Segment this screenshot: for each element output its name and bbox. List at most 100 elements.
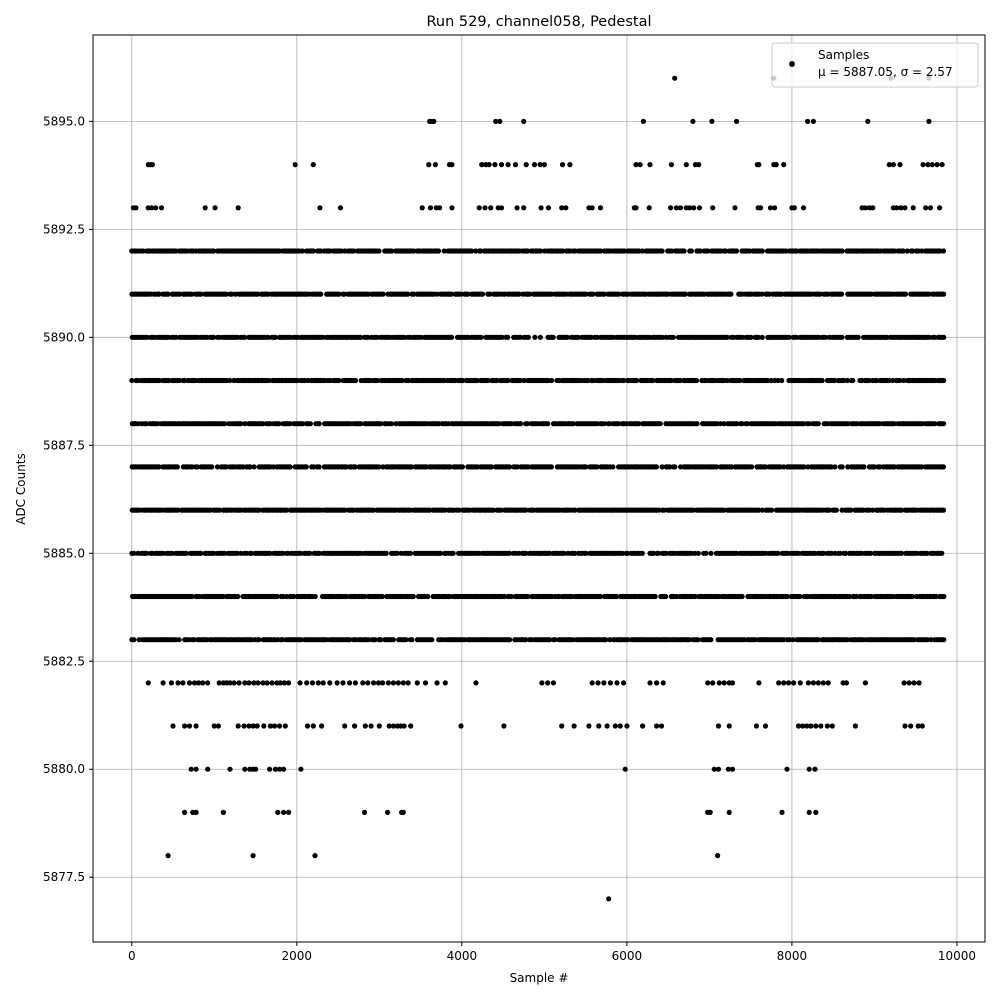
- data-point: [915, 723, 921, 729]
- data-point: [723, 248, 729, 254]
- data-point: [365, 291, 371, 297]
- data-point: [200, 680, 206, 686]
- data-point: [871, 464, 878, 470]
- data-point: [260, 680, 266, 686]
- data-point: [941, 377, 947, 384]
- data-point: [724, 334, 731, 340]
- data-point: [570, 421, 577, 427]
- data-point: [842, 550, 849, 556]
- data-point: [189, 291, 195, 297]
- data-point: [781, 680, 787, 686]
- data-point: [891, 421, 897, 427]
- data-point: [779, 377, 785, 384]
- data-point: [292, 162, 298, 168]
- data-point: [277, 680, 283, 686]
- data-point: [376, 723, 382, 729]
- data-point: [826, 507, 832, 513]
- data-point: [805, 680, 812, 686]
- data-point: [196, 680, 202, 686]
- data-point: [505, 162, 511, 168]
- data-point: [389, 248, 395, 254]
- data-point: [598, 248, 604, 254]
- data-point: [603, 637, 609, 643]
- data-point: [276, 723, 283, 729]
- data-point: [281, 766, 287, 772]
- data-point: [732, 205, 738, 211]
- data-point: [281, 680, 287, 686]
- data-point: [537, 334, 543, 340]
- y-axis-ticks: 5877.5 5880.0 5882.5 5885.0 5887.5 5890.0 5892…: [43, 114, 93, 884]
- data-point: [619, 550, 625, 556]
- data-point: [661, 507, 667, 513]
- data-point: [290, 593, 297, 600]
- data-point: [320, 334, 326, 340]
- data-point: [189, 464, 195, 470]
- data-point: [561, 550, 567, 556]
- data-point: [721, 421, 727, 427]
- data-point: [343, 593, 350, 600]
- data-point: [929, 162, 935, 168]
- data-point: [755, 507, 762, 513]
- data-point: [365, 680, 371, 686]
- data-point: [625, 637, 631, 643]
- data-point: [729, 766, 736, 772]
- data-point: [607, 680, 614, 686]
- data-point: [241, 334, 248, 340]
- data-point: [198, 550, 204, 556]
- data-point: [759, 507, 765, 513]
- data-point: [615, 421, 622, 427]
- data-point: [516, 291, 522, 297]
- data-point: [939, 162, 945, 168]
- data-point: [361, 593, 368, 600]
- data-point: [939, 550, 945, 556]
- data-point: [458, 723, 464, 729]
- data-point: [166, 377, 172, 384]
- data-point: [756, 680, 762, 686]
- data-point: [621, 680, 627, 686]
- data-point: [564, 334, 571, 340]
- data-point: [434, 680, 440, 686]
- data-point: [474, 377, 480, 384]
- data-point: [507, 637, 513, 643]
- data-point: [449, 205, 455, 211]
- data-point: [705, 248, 711, 254]
- data-point: [394, 550, 400, 556]
- data-point: [531, 162, 538, 168]
- data-point: [941, 637, 947, 643]
- data-point: [256, 507, 262, 513]
- data-point: [525, 334, 531, 340]
- data-point: [447, 464, 453, 470]
- data-point: [659, 248, 665, 254]
- data-point: [601, 291, 607, 297]
- data-point: [729, 680, 736, 686]
- data-point: [617, 723, 623, 729]
- data-point: [594, 464, 600, 470]
- data-point: [828, 464, 834, 470]
- data-point: [211, 723, 217, 729]
- data-point: [868, 291, 875, 297]
- data-point: [614, 593, 620, 600]
- data-point: [448, 291, 455, 297]
- data-point: [317, 205, 323, 211]
- data-point: [251, 464, 257, 470]
- data-point: [193, 809, 199, 816]
- data-point: [236, 680, 242, 686]
- data-point: [881, 507, 887, 513]
- data-point: [388, 421, 394, 427]
- data-point: [635, 421, 642, 427]
- data-point: [545, 205, 552, 211]
- data-point: [890, 162, 897, 168]
- data-point: [639, 550, 645, 556]
- data-point: [191, 637, 197, 643]
- data-point: [901, 680, 907, 686]
- data-point: [133, 205, 139, 211]
- data-point: [342, 723, 348, 729]
- data-point: [821, 550, 827, 556]
- data-point: [549, 291, 555, 297]
- data-point: [762, 464, 769, 470]
- data-point: [250, 853, 256, 859]
- data-point: [334, 680, 340, 686]
- data-point: [227, 766, 233, 772]
- data-point: [899, 507, 905, 513]
- data-point: [319, 723, 325, 729]
